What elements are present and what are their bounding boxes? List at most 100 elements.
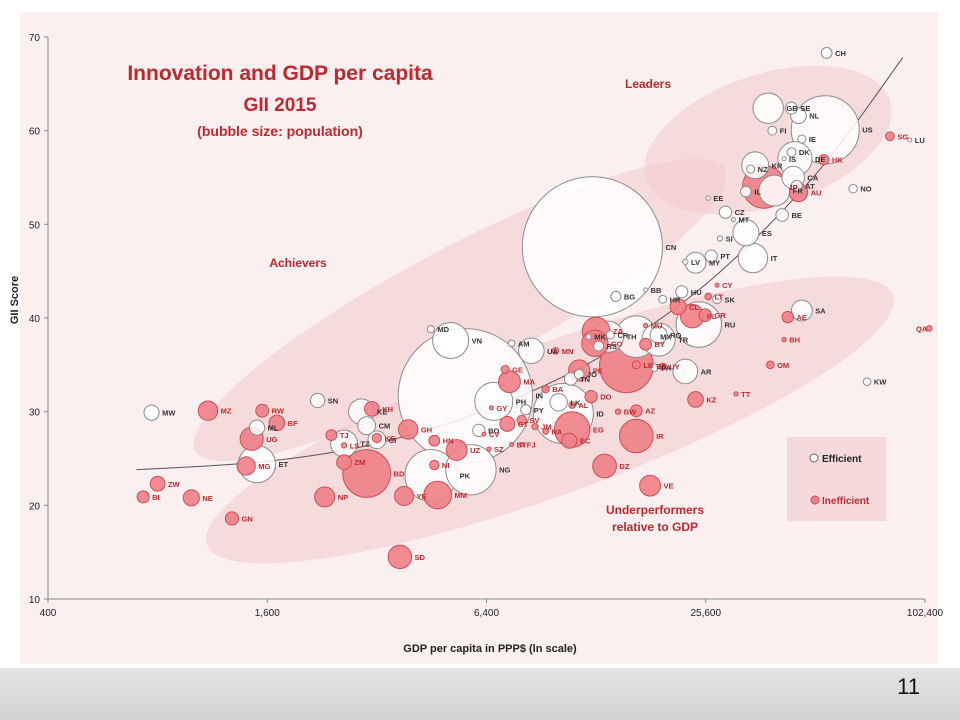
point-label-ye: YE <box>417 492 427 501</box>
page-number: 11 <box>897 674 920 699</box>
point-label-rw: RW <box>272 407 285 416</box>
point-label-bg: BG <box>624 292 635 301</box>
point-label-sa: SA <box>815 307 826 316</box>
bubble-cn <box>521 176 663 318</box>
point-label-vn: VN <box>472 336 482 345</box>
point-label-mx: MX <box>660 333 671 342</box>
bubble-np <box>314 486 336 508</box>
point-label-bi: BI <box>152 493 160 502</box>
point-label-pt: PT <box>720 252 730 261</box>
point-label-ug: UG <box>266 435 277 444</box>
point-label-bf: BF <box>288 419 298 428</box>
point-label-kh: KH <box>382 405 393 414</box>
bubble-ar <box>672 358 699 385</box>
point-label-my: MY <box>709 259 720 268</box>
bubble-cm <box>357 416 377 436</box>
point-label-ua: UA <box>547 347 558 356</box>
bubble-fi <box>767 125 778 136</box>
point-label-ru: RU <box>725 321 736 330</box>
bubble-vn <box>432 321 470 360</box>
bubble-mu <box>642 322 649 329</box>
group-label-achievers: Achievers <box>269 256 327 270</box>
x-tick-label: 102,400 <box>907 608 944 619</box>
point-label-se: SE <box>800 104 810 113</box>
bubble-ch <box>820 47 833 59</box>
bubble-gr <box>698 308 712 322</box>
bubble-sg <box>884 131 895 142</box>
bubble-lt <box>704 292 712 301</box>
point-label-ph: PH <box>516 397 526 406</box>
point-label-bw: BW <box>624 408 637 417</box>
chart-note: (bubble size: population) <box>197 123 363 139</box>
bubble-bb <box>643 287 649 293</box>
y-tick-label: 50 <box>29 220 41 231</box>
point-label-jo: JO <box>587 370 597 379</box>
bubble-ae <box>781 310 794 324</box>
point-label-np: NP <box>338 493 348 502</box>
point-label-ro: RO <box>670 331 681 340</box>
point-label-mg: MG <box>258 462 270 471</box>
point-label-ma: MA <box>523 378 535 387</box>
bubble-cr <box>605 330 615 340</box>
point-label-lk: LK <box>570 398 581 407</box>
bubble-kh <box>363 400 380 417</box>
bubble-md <box>426 325 435 334</box>
legend-efficient-label: Efficient <box>822 454 862 465</box>
point-label-gb: GB <box>786 104 798 113</box>
point-label-bh: BH <box>789 336 800 345</box>
point-label-nl: NL <box>809 112 819 121</box>
point-label-sv: SV <box>530 416 540 425</box>
point-label-sd: SD <box>415 553 426 562</box>
bubble-sk <box>712 294 722 305</box>
bubble-uz <box>445 439 468 461</box>
point-label-tn: TN <box>580 375 590 384</box>
bubble-lv <box>682 258 689 265</box>
bubble-by <box>639 337 652 351</box>
bubble-no <box>848 183 858 194</box>
bubble-il <box>740 185 752 198</box>
bubble-mt <box>730 217 736 223</box>
bubble-sa <box>790 299 813 322</box>
bubble-mw <box>143 404 160 421</box>
bubble-sd <box>387 544 413 570</box>
point-label-jp: JP <box>788 183 797 192</box>
point-label-lb: LB <box>643 361 654 370</box>
bubble-pt <box>704 249 718 263</box>
point-label-pk: PK <box>460 471 471 480</box>
point-label-ke: KE <box>377 408 387 417</box>
point-label-eg: EG <box>593 425 604 434</box>
point-label-cl: CL <box>689 303 699 312</box>
bubble-si <box>716 235 724 242</box>
point-label-sk: SK <box>724 295 735 304</box>
bubble-ml <box>248 419 266 436</box>
point-label-cn: CN <box>665 243 676 252</box>
legend-inefficient-label: Inefficient <box>822 496 870 507</box>
bubble-at <box>790 179 803 192</box>
x-tick-label: 6,400 <box>474 608 499 619</box>
point-label-es: ES <box>762 229 772 238</box>
point-label-py: PY <box>534 406 544 415</box>
bubble-gb <box>752 92 784 124</box>
point-label-is: IS <box>789 155 796 164</box>
bubble-ge <box>500 364 510 375</box>
point-label-gy: GY <box>496 404 507 413</box>
point-label-au: AU <box>811 188 822 197</box>
point-label-ni: NI <box>442 461 450 470</box>
group-label-leaders: Leaders <box>625 77 671 91</box>
point-labels: CN IN US ID BR PK NG BD RU JP MX PH ET VN EG DE IR TR TH FR… <box>152 49 928 562</box>
point-label-sz: SZ <box>494 445 504 454</box>
bubble-lk <box>549 393 568 412</box>
bubble-kg <box>371 432 382 443</box>
bubble-bg <box>610 290 622 302</box>
point-label-al: AL <box>578 401 588 410</box>
point-label-ls: LS <box>350 441 360 450</box>
bubble-hr <box>658 294 668 304</box>
y-tick-label: 10 <box>29 595 41 606</box>
point-label-ng: NG <box>499 466 510 475</box>
y-tick-label: 60 <box>29 127 41 138</box>
point-label-pa: PA <box>661 364 671 373</box>
point-label-by: BY <box>654 340 664 349</box>
bubble-ba <box>541 384 550 394</box>
bubble-pa <box>650 363 659 372</box>
